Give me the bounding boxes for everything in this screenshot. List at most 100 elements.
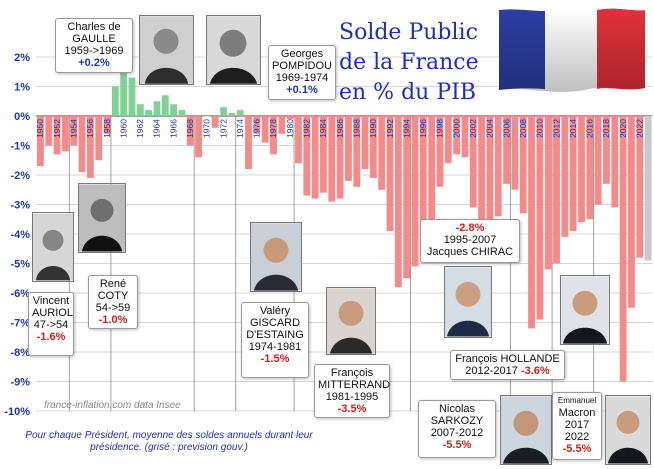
x-tick-label: 2000 — [451, 119, 461, 138]
x-tick-label: 1958 — [102, 119, 112, 138]
bar-2019 — [611, 116, 619, 208]
president-name: François HOLLANDE — [455, 353, 560, 365]
president-term: 2007-2012 — [430, 427, 484, 439]
x-tick-label: 2018 — [601, 119, 611, 138]
x-tick-label: 1990 — [368, 119, 378, 138]
average-balance: -1.6% — [36, 331, 66, 343]
president-name: D'ESTAING — [246, 329, 304, 341]
bar-1990 — [369, 116, 377, 178]
bar-2008 — [519, 116, 527, 214]
portrait-coty — [78, 183, 126, 253]
bar-2009 — [528, 116, 535, 329]
x-tick-label: 1988 — [351, 119, 361, 138]
president-term: 1974-1981 — [248, 341, 302, 353]
bar-2022 — [636, 116, 644, 258]
x-tick-label: 2012 — [551, 119, 561, 138]
bar-2002 — [469, 116, 477, 208]
president-name: François — [330, 367, 374, 379]
president-term: 1995-2007 — [443, 234, 497, 246]
president-name: SARKOZY — [430, 415, 484, 427]
bar-1965 — [161, 95, 169, 116]
bar-1987 — [345, 116, 352, 181]
portrait-chirac — [444, 266, 492, 338]
president-name: POMPIDOU — [272, 60, 332, 72]
bar-1975 — [245, 116, 252, 170]
bar-1957 — [95, 116, 103, 161]
bar-2021 — [628, 116, 635, 308]
bar-1950 — [37, 116, 44, 167]
portrait-giscard — [250, 222, 302, 292]
average-balance: -1.0% — [98, 314, 128, 326]
x-tick-label: 1976 — [252, 119, 262, 138]
president-name: GISCARD — [249, 317, 301, 329]
bar-1999 — [444, 116, 452, 164]
y-tick-label: -2% — [10, 170, 30, 182]
bar-2017 — [594, 116, 602, 205]
x-tick-label: 1974 — [235, 119, 245, 138]
bar-1997 — [428, 116, 436, 220]
chart-title-line-1: Solde Public — [339, 20, 478, 45]
bar-1988 — [353, 116, 361, 187]
average-balance: -1.5% — [260, 353, 290, 365]
president-name: Jacques CHIRAC — [426, 246, 514, 258]
y-tick-label: -5% — [10, 259, 30, 271]
callout-macron: Emmanuel Macron 2017 2022 -5.5% — [552, 392, 602, 460]
bar-1951 — [45, 116, 53, 146]
bar-2020 — [619, 116, 627, 382]
bar-1956 — [86, 116, 94, 178]
bar-2005 — [494, 116, 502, 217]
x-tick-label: 1966 — [168, 119, 178, 138]
president-name: GAULLE — [72, 33, 116, 45]
bar-1984 — [320, 116, 327, 193]
bar-2013 — [561, 116, 569, 237]
bar-2003 — [478, 116, 486, 232]
president-name: Valéry — [259, 305, 291, 317]
callout-hollande: François HOLLANDE 2012-2017 -3.6% — [450, 350, 565, 380]
x-tick-label: 2010 — [535, 119, 545, 138]
x-tick-label: 1978 — [268, 119, 278, 138]
president-term: 2012-2017 — [465, 365, 518, 377]
y-tick-label: -4% — [10, 229, 30, 241]
bar-1992 — [386, 116, 394, 232]
president-term: 1969-1974 — [275, 72, 329, 84]
president-name: René — [99, 278, 127, 290]
chart-title-line-3: en % du PIB — [339, 80, 476, 105]
bar-1953 — [61, 116, 69, 152]
bar-1998 — [436, 116, 444, 187]
x-tick-label: 1956 — [85, 119, 95, 138]
callout-mitterrand: François MITTERRAND 1981-1995 -3.5% — [314, 364, 390, 418]
callout-auriol: Vincent AURIOL 47->54 -1.6% — [28, 292, 74, 356]
x-tick-label: 2002 — [468, 119, 478, 138]
president-name: Vincent — [32, 295, 70, 307]
average-balance: +0.2% — [78, 57, 110, 69]
callout-sarkozy: Nicolas SARKOZY 2007-2012 -5.5% — [418, 400, 496, 458]
callout-giscard: Valéry GISCARD D'ESTAING 1974-1981 -1.5% — [241, 302, 309, 378]
y-tick-label: -8% — [10, 347, 30, 359]
callout-chirac: -2.8% 1995-2007 Jacques CHIRAC — [420, 219, 520, 263]
president-term: 1981-1995 — [325, 391, 379, 403]
x-tick-label: 1972 — [218, 119, 228, 138]
x-tick-label: 1962 — [135, 119, 145, 138]
source-watermark: france-inflation.com data Insee — [44, 400, 181, 411]
president-name: COTY — [97, 290, 129, 302]
x-tick-label: 1992 — [385, 119, 395, 138]
bar-1970 — [203, 116, 211, 117]
bar-1969 — [195, 116, 202, 158]
president-name: Macron — [558, 407, 596, 419]
portrait-de-gaulle — [139, 15, 194, 85]
portrait-mitterrand — [326, 287, 376, 355]
y-tick-label: -3% — [10, 200, 30, 212]
president-term: 47->54 — [33, 319, 69, 331]
x-tick-label: 1982 — [302, 119, 312, 138]
x-tick-label: 1986 — [335, 119, 345, 138]
bar-2001 — [461, 116, 469, 158]
president-name: MITTERRAND — [318, 379, 391, 391]
president-term: 1959->1969 — [64, 45, 124, 57]
chart-title-line-2: de la France — [339, 50, 479, 75]
y-axis: 2% 1% 0% -1% -2% -3% -4% -5% -6% -7% -8% -9% -10% — [4, 52, 30, 418]
portrait-macron — [605, 395, 651, 465]
x-tick-label: 1970 — [202, 119, 212, 138]
bar-1977 — [261, 116, 269, 143]
x-tick-label: 2006 — [501, 119, 511, 138]
